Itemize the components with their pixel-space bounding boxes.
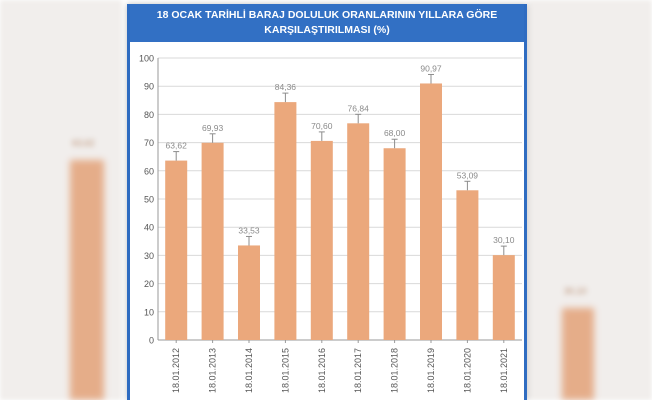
y-tick-label: 40 <box>144 223 154 233</box>
y-tick-label: 20 <box>144 279 154 289</box>
x-tick-label: 18.01.2021 <box>499 348 509 393</box>
background-right-blur: 30,10 <box>528 0 652 400</box>
data-label: 33,53 <box>238 225 260 235</box>
bar <box>310 140 333 340</box>
x-tick-label: 18.01.2013 <box>208 348 218 393</box>
data-label: 63,62 <box>166 141 188 151</box>
x-tick-label: 18.01.2017 <box>353 348 363 393</box>
x-tick-label: 18.01.2015 <box>280 348 290 393</box>
x-tick-label: 18.01.2020 <box>462 348 472 393</box>
chart-card: 18 OCAK TARİHLİ BARAJ DOLULUK ORANLARINI… <box>127 4 527 400</box>
x-tick-label: 18.01.2014 <box>244 348 254 393</box>
data-label: 68,00 <box>384 128 406 138</box>
y-tick-label: 60 <box>144 166 154 176</box>
bar <box>383 148 406 340</box>
background-left-blur: 63,62 <box>0 0 122 400</box>
y-tick-label: 50 <box>144 195 154 205</box>
chart-title-line2: KARŞILAŞTIRILMASI (%) <box>264 24 390 36</box>
y-tick-label: 10 <box>144 307 154 317</box>
data-label: 84,36 <box>275 82 297 92</box>
y-tick-label: 100 <box>139 54 154 64</box>
data-label: 90,97 <box>420 63 442 73</box>
chart-title-line1: 18 OCAK TARİHLİ BARAJ DOLULUK ORANLARINI… <box>156 9 498 21</box>
background-label-left: 63,62 <box>72 138 95 148</box>
background-bar-left <box>70 160 104 400</box>
y-tick-label: 0 <box>149 336 154 346</box>
data-label: 30,10 <box>493 235 515 245</box>
y-tick-label: 30 <box>144 251 154 261</box>
x-tick-label: 18.01.2019 <box>426 348 436 393</box>
x-tick-label: 18.01.2012 <box>171 348 181 393</box>
background-bar-right <box>562 308 594 400</box>
bar <box>420 83 442 340</box>
bar <box>238 245 260 340</box>
bar <box>165 160 188 340</box>
y-tick-label: 90 <box>144 82 154 92</box>
y-tick-label: 70 <box>144 138 154 148</box>
bar-chart: 0 10 20 30 40 50 60 70 80 90 100 63,62 18.01.2012 69,… <box>139 54 522 393</box>
data-label: 69,93 <box>202 123 224 133</box>
x-tick-label: 18.01.2016 <box>317 348 327 393</box>
data-label: 76,84 <box>348 103 370 113</box>
bar <box>347 123 370 340</box>
bar <box>274 102 297 340</box>
chart-title: 18 OCAK TARİHLİ BARAJ DOLULUK ORANLARINI… <box>130 4 524 42</box>
y-tick-label: 80 <box>144 110 154 120</box>
data-label: 70,60 <box>311 121 333 131</box>
data-label: 53,09 <box>457 170 479 180</box>
bar <box>492 255 515 340</box>
background-label-right: 30,10 <box>564 286 587 296</box>
bar <box>456 190 479 340</box>
bar <box>201 142 224 340</box>
x-tick-label: 18.01.2018 <box>390 348 400 393</box>
